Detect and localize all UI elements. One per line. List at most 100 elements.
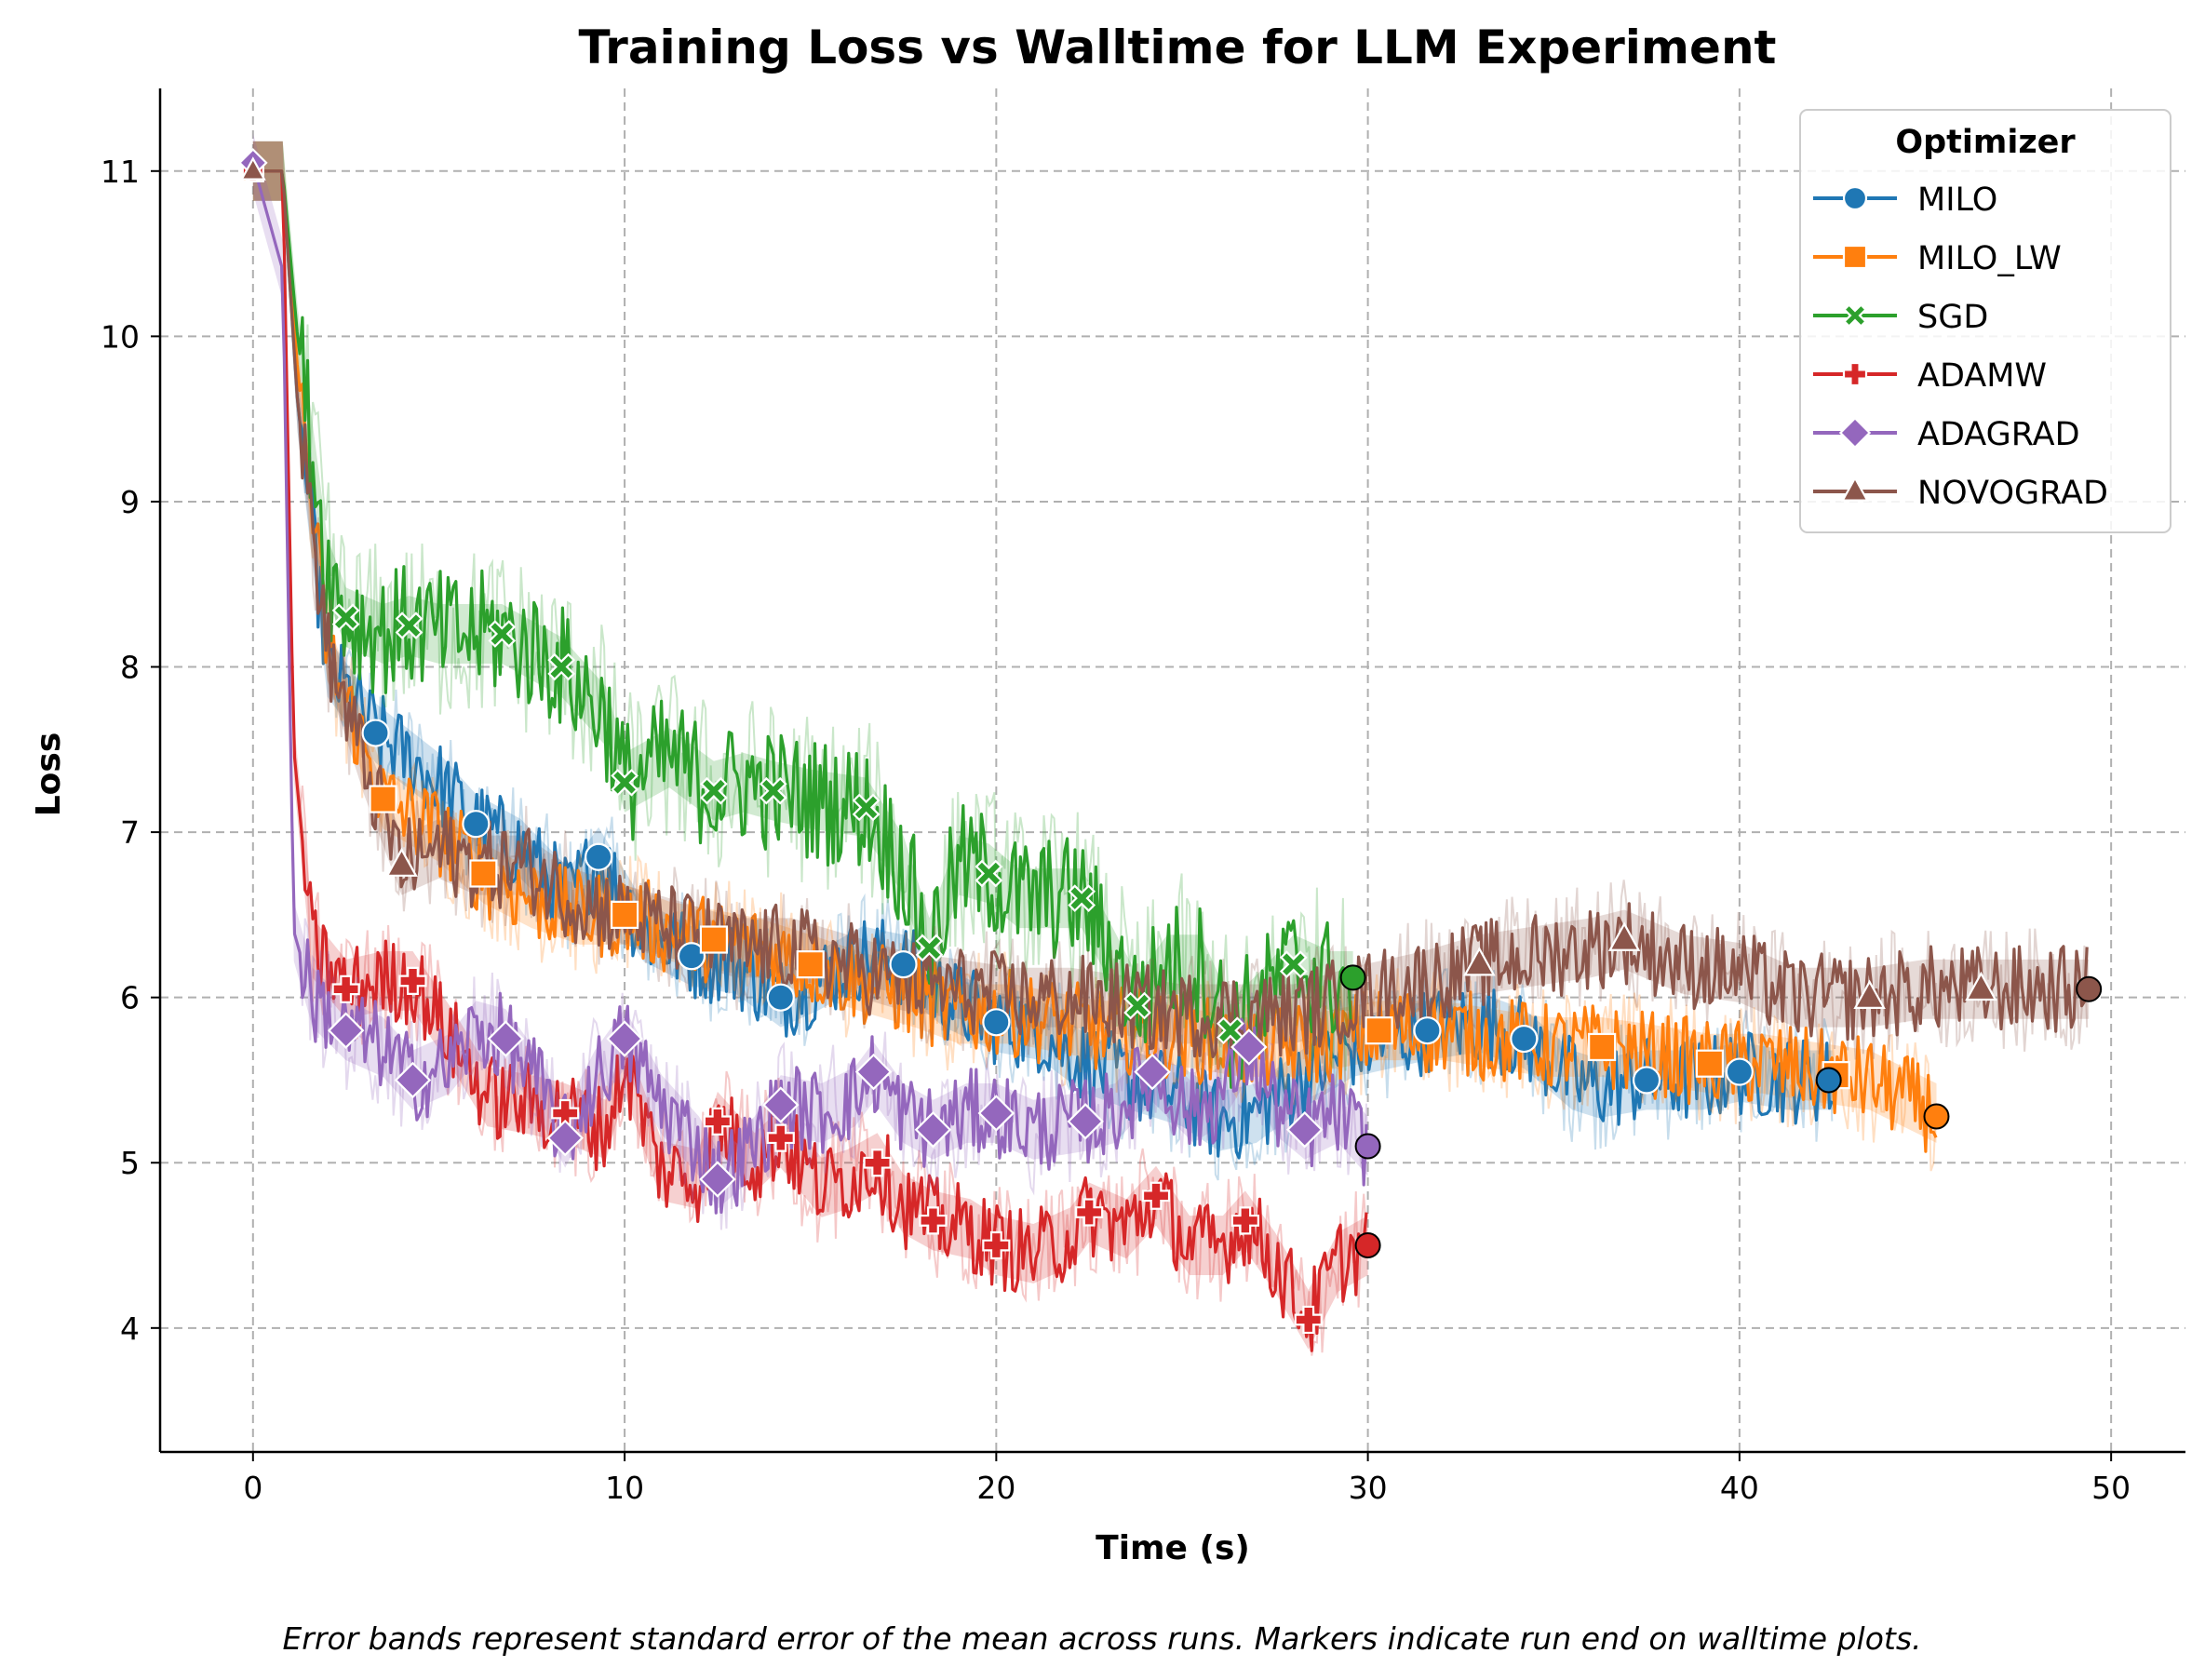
y-tick-label: 8 [120,650,140,686]
legend-marker-adamw [1842,361,1868,387]
y-tick-label: 5 [120,1145,140,1181]
data-point-adagrad [1067,1103,1104,1140]
data-point-adagrad [487,1020,525,1057]
legend-marker-milo [1842,185,1868,211]
data-point-milo [585,842,613,871]
data-point-adagrad [699,1161,736,1198]
data-point-sgd [331,603,360,632]
data-point-adamw [1141,1181,1171,1210]
data-point-adamw [703,1107,732,1136]
error-band-adamw [252,141,1368,1350]
data-point-milo [889,950,918,979]
x-tick-label: 30 [1349,1470,1388,1506]
data-point-sgd [1123,991,1151,1020]
data-point-adamw [331,974,360,1003]
data-point-adamw [863,1149,892,1177]
data-point-sgd [1068,884,1096,912]
data-point-adamw [398,966,427,996]
data-point-milo_lw [610,900,639,929]
data-point-sgd [395,612,424,639]
legend-label-adamw: ADAMW [1917,357,2047,395]
x-tick-label: 20 [976,1470,1015,1506]
y-tick-label: 6 [120,980,140,1016]
data-point-novograd [385,847,418,877]
series-markers [237,148,2103,1335]
data-point-milo [1510,1024,1539,1054]
series-spread-novograd [252,169,2089,1073]
data-point-sgd [700,776,728,805]
chart-caption: Error bands represent standard error of … [282,1620,1921,1657]
data-point-adagrad [762,1086,800,1123]
legend: Optimizer MILO MILO_LW SGD ADAMW ADAGRAD NOVOG… [1799,109,2171,533]
data-point-adagrad [606,1020,643,1057]
y-tick-label: 7 [120,814,140,851]
x-axis-label: Time (s) [1096,1529,1250,1567]
data-point-sgd [852,793,881,822]
y-tick-label: 11 [101,154,140,190]
legend-label-novograd: NOVOGRAD [1917,475,2108,512]
data-point-novograd [1463,947,1496,976]
legend-marker-milo_lw [1842,244,1868,270]
axes [158,88,2185,1454]
data-point-adamw [1230,1206,1259,1235]
series-line-milo_lw [252,169,1938,1153]
data-point-adamw [1075,1198,1104,1227]
y-axis-ticks: 4 5 6 7 8 9 10 11 [101,154,160,1347]
data-point-adagrad [394,1061,432,1099]
data-point-sgd [759,776,787,805]
data-point-adamw [919,1206,948,1235]
series-line-milo [252,169,1834,1160]
x-axis-ticks: 0 10 20 30 40 50 [243,1452,2131,1506]
run-end-marker-sgd [1339,964,1366,991]
run-end-marker-milo [1815,1067,1842,1094]
data-point-adagrad [327,1012,365,1049]
data-point-adagrad [546,1119,584,1157]
run-end-marker-novograd [2076,975,2103,1002]
data-point-milo_lw [796,950,825,979]
data-point-adagrad [1285,1110,1324,1149]
data-point-milo [677,942,706,971]
data-point-milo [766,983,795,1012]
x-tick-label: 50 [2091,1470,2131,1506]
x-tick-label: 40 [1720,1470,1759,1506]
run-end-marker-milo_lw [1923,1103,1950,1130]
data-point-adagrad [1134,1053,1171,1091]
data-point-milo_lw [1588,1032,1617,1062]
data-point-milo_lw [469,859,498,888]
y-tick-label: 10 [101,318,140,355]
data-point-adagrad [1230,1028,1268,1066]
series-line-adamw [252,169,1368,1352]
x-tick-label: 0 [243,1470,262,1506]
data-point-milo [361,719,390,747]
data-point-milo_lw [1695,1049,1725,1078]
data-point-milo_lw [1365,1016,1393,1045]
data-point-sgd [1279,950,1308,979]
data-point-milo [982,1008,1011,1037]
data-point-novograd [1607,921,1641,951]
legend-label-milo_lw: MILO_LW [1917,240,2062,277]
chart-title: Training Loss vs Walltime for LLM Experi… [579,20,1777,74]
data-point-sgd [547,652,576,681]
data-point-sgd [915,934,944,962]
x-tick-label: 10 [605,1470,644,1506]
data-point-milo [1632,1066,1661,1095]
data-point-novograd [1965,971,1997,1001]
series-line-adagrad [251,162,1368,1215]
series-lines [251,162,2089,1356]
data-point-sgd [488,620,517,648]
data-point-adagrad [854,1053,893,1091]
y-axis-label: Loss [30,732,68,817]
data-point-milo [1725,1057,1754,1086]
legend-marker-adagrad [1838,416,1872,450]
legend-title: Optimizer [1895,124,2076,161]
series-line-sgd [252,169,1352,1089]
run-end-marker-adagrad [1354,1133,1381,1160]
series-spread-sgd [252,169,1352,1082]
legend-label-milo: MILO [1917,181,1997,219]
data-point-milo_lw [369,785,397,813]
series-line-novograd [252,169,2089,1058]
data-point-milo_lw [699,925,729,954]
data-point-adagrad [977,1095,1015,1132]
legend-marker-sgd [1843,303,1867,328]
